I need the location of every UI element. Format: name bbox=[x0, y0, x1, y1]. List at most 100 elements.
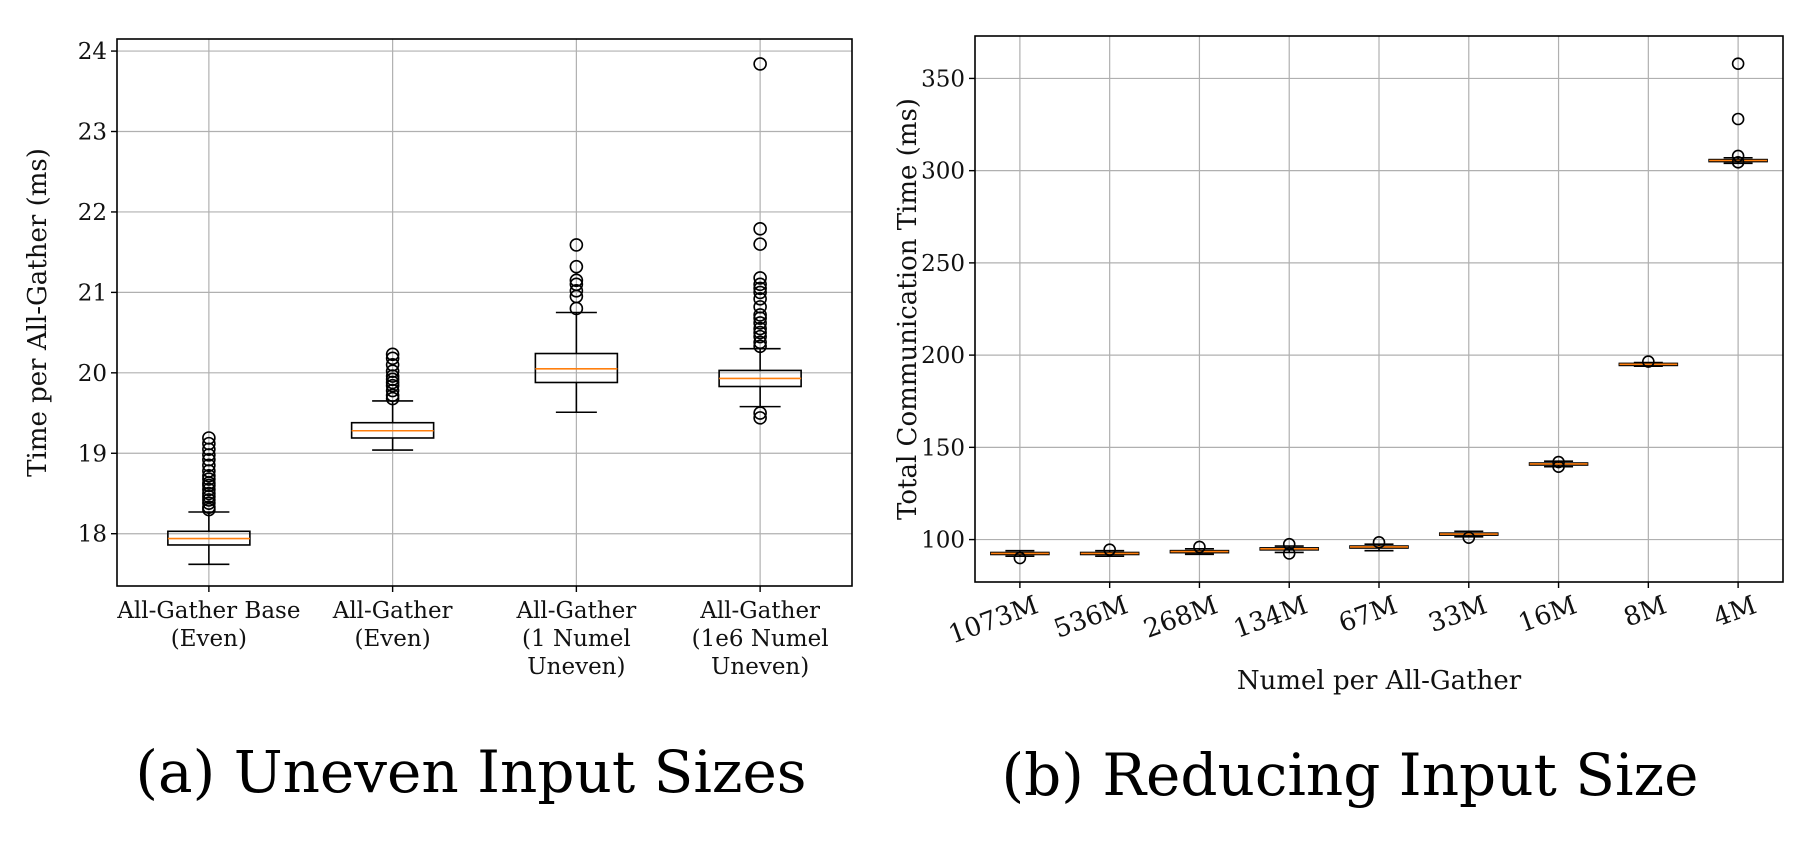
x-tick-label: Uneven) bbox=[527, 654, 625, 680]
outlier-point bbox=[202, 472, 216, 486]
outlier-point bbox=[569, 283, 584, 298]
outlier-point bbox=[1282, 547, 1296, 560]
outlier-point bbox=[753, 300, 767, 314]
outlier-point bbox=[1731, 57, 1745, 70]
outlier-point bbox=[1103, 543, 1116, 557]
outlier-point bbox=[753, 292, 767, 306]
outlier-point bbox=[1552, 455, 1565, 469]
outlier-point bbox=[1731, 112, 1745, 126]
x-tick-label: 8M bbox=[1620, 590, 1671, 633]
x-tick-label: 134M bbox=[1230, 590, 1312, 644]
y-tick-label: 22 bbox=[78, 200, 107, 226]
x-tick-label: 4M bbox=[1710, 590, 1761, 633]
x-axis-label: Numel per All-Gather bbox=[1237, 666, 1522, 696]
outlier-point bbox=[202, 482, 216, 497]
outlier-point bbox=[202, 431, 216, 445]
outlier-point bbox=[753, 329, 767, 344]
outlier-point bbox=[1731, 149, 1745, 163]
y-tick-label: 300 bbox=[921, 159, 965, 185]
outlier-point bbox=[753, 222, 767, 236]
y-tick-label: 350 bbox=[921, 66, 965, 92]
outlier-point bbox=[753, 411, 767, 425]
outlier-point bbox=[202, 458, 216, 473]
axes-frame bbox=[116, 38, 853, 587]
x-tick-label: All-Gather bbox=[699, 598, 820, 624]
outlier-point bbox=[202, 436, 216, 451]
y-tick-label: 20 bbox=[78, 361, 107, 387]
outlier-point bbox=[385, 391, 400, 406]
outlier-point bbox=[385, 378, 400, 393]
y-tick-label: 23 bbox=[78, 120, 107, 146]
box-3 bbox=[1169, 540, 1230, 556]
x-tick-label: (Even) bbox=[171, 626, 247, 652]
x-tick-label: (Even) bbox=[355, 626, 431, 652]
box-4 bbox=[718, 57, 802, 425]
outlier-point bbox=[1462, 531, 1476, 545]
outlier-point bbox=[1552, 460, 1565, 474]
y-axis-label: Time per All-Gather (ms) bbox=[23, 148, 53, 477]
x-tick-label: (1e6 Numel bbox=[692, 626, 829, 652]
x-tick-label: 536M bbox=[1050, 590, 1132, 644]
outlier-point bbox=[202, 468, 216, 483]
x-tick-label: (1 Numel bbox=[522, 626, 631, 652]
outlier-point bbox=[753, 316, 767, 330]
outlier-point bbox=[753, 277, 767, 292]
box-8 bbox=[1618, 355, 1679, 368]
outlier-point bbox=[202, 486, 216, 501]
x-tick-label: All-Gather bbox=[332, 598, 453, 624]
outlier-point bbox=[385, 347, 400, 362]
outlier-point bbox=[753, 281, 767, 296]
outlier-point bbox=[753, 406, 767, 420]
outlier-point bbox=[202, 496, 216, 510]
outlier-point bbox=[753, 308, 767, 322]
y-tick-label: 19 bbox=[78, 441, 107, 467]
outlier-point bbox=[1282, 537, 1296, 551]
outlier-point bbox=[753, 325, 767, 340]
outlier-point bbox=[1193, 540, 1206, 554]
y-tick-label: 100 bbox=[921, 528, 965, 554]
box-1 bbox=[990, 549, 1050, 565]
box-2 bbox=[350, 347, 435, 451]
box-6 bbox=[1438, 530, 1499, 545]
outlier-point bbox=[385, 357, 400, 372]
y-tick-label: 24 bbox=[78, 39, 107, 65]
box-7 bbox=[1528, 455, 1589, 474]
outlier-point bbox=[385, 372, 400, 387]
y-tick-label: 18 bbox=[78, 522, 107, 548]
box-2 bbox=[1079, 543, 1140, 557]
outlier-point bbox=[1013, 551, 1027, 565]
box-1 bbox=[167, 431, 251, 566]
outlier-point bbox=[753, 285, 767, 300]
y-tick-label: 150 bbox=[921, 435, 965, 461]
outlier-point bbox=[1372, 536, 1386, 549]
x-tick-label: All-Gather Base bbox=[116, 598, 300, 624]
outlier-point bbox=[1642, 355, 1655, 368]
x-tick-label: All-Gather bbox=[515, 598, 636, 624]
outlier-point bbox=[385, 351, 400, 366]
y-tick-label: 200 bbox=[921, 343, 965, 369]
outlier-point bbox=[569, 238, 584, 252]
caption-a: (a) Uneven Input Sizes bbox=[135, 738, 806, 806]
x-tick-label: 268M bbox=[1140, 590, 1222, 644]
outlier-point bbox=[202, 452, 216, 467]
outlier-point bbox=[569, 277, 584, 292]
outlier-point bbox=[385, 364, 400, 379]
outlier-point bbox=[202, 493, 216, 507]
x-tick-label: 67M bbox=[1335, 590, 1401, 639]
outlier-point bbox=[753, 339, 767, 354]
x-tick-label: Uneven) bbox=[711, 654, 809, 680]
x-tick-label: 1073M bbox=[945, 590, 1042, 650]
outlier-point bbox=[385, 388, 400, 403]
outlier-point bbox=[753, 321, 767, 336]
outlier-point bbox=[753, 237, 767, 251]
box-9 bbox=[1708, 57, 1768, 169]
y-axis-label: Total Communication Time (ms) bbox=[893, 98, 923, 520]
outlier-point bbox=[753, 57, 767, 71]
outlier-point bbox=[1731, 156, 1745, 169]
caption-b: (b) Reducing Input Size bbox=[1002, 741, 1699, 809]
x-tick-label: 16M bbox=[1515, 590, 1581, 639]
outlier-point bbox=[202, 500, 216, 514]
iqr-box bbox=[534, 352, 619, 384]
